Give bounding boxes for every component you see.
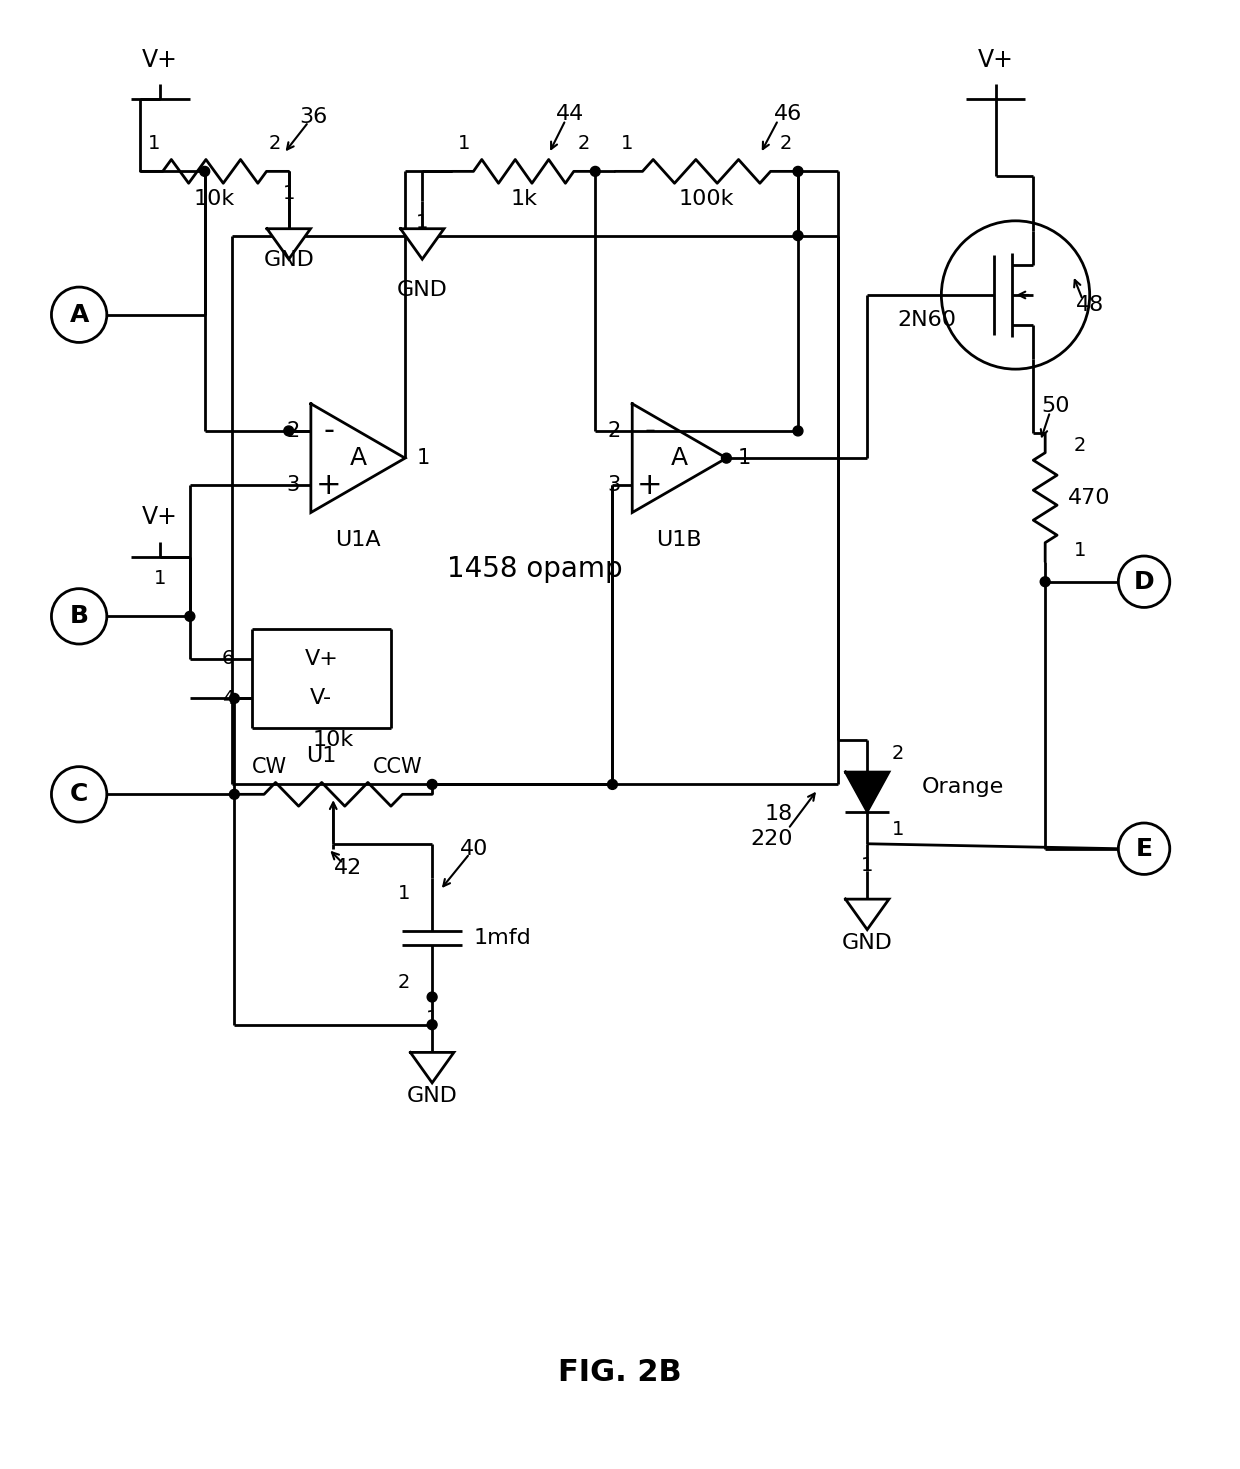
Text: 1: 1 [621, 134, 634, 153]
Text: 1: 1 [861, 856, 873, 876]
Text: V+: V+ [143, 505, 179, 529]
Text: 2: 2 [780, 134, 792, 153]
Text: U1A: U1A [335, 530, 381, 551]
Text: 50: 50 [1040, 395, 1069, 416]
Text: 1458 opamp: 1458 opamp [448, 555, 622, 583]
Circle shape [722, 454, 732, 463]
Text: 2N60: 2N60 [897, 310, 956, 329]
Text: +: + [637, 472, 663, 499]
Circle shape [428, 1019, 436, 1030]
Text: GND: GND [263, 250, 314, 270]
Text: 2: 2 [286, 422, 300, 441]
Circle shape [794, 166, 804, 176]
Text: 1mfd: 1mfd [474, 928, 532, 948]
Text: 1: 1 [398, 884, 410, 903]
Text: 3: 3 [608, 476, 621, 495]
Circle shape [185, 611, 195, 621]
Text: 1: 1 [148, 134, 160, 153]
Text: 3: 3 [286, 476, 300, 495]
Circle shape [284, 426, 294, 436]
Text: 42: 42 [334, 858, 362, 878]
Text: 46: 46 [774, 104, 802, 123]
Text: 36: 36 [299, 107, 327, 126]
Text: 18: 18 [765, 804, 794, 824]
Text: 1k: 1k [510, 190, 537, 209]
Text: 1: 1 [154, 570, 166, 588]
Circle shape [229, 693, 239, 704]
Text: 2: 2 [578, 134, 589, 153]
Text: 44: 44 [557, 104, 585, 123]
Polygon shape [410, 1052, 454, 1083]
Text: A: A [69, 303, 89, 326]
Text: 10k: 10k [193, 190, 236, 209]
Text: +: + [316, 472, 341, 499]
Circle shape [229, 789, 239, 799]
Text: 1: 1 [458, 134, 470, 153]
Text: 6: 6 [222, 649, 234, 668]
Circle shape [428, 780, 436, 789]
Text: -: - [645, 416, 656, 445]
Text: 4: 4 [222, 689, 234, 708]
Circle shape [590, 166, 600, 176]
Text: 1: 1 [427, 1009, 438, 1028]
Text: 1: 1 [417, 448, 429, 469]
Text: GND: GND [842, 933, 893, 952]
Text: 2: 2 [892, 745, 904, 764]
Polygon shape [401, 229, 444, 259]
Text: 2: 2 [608, 422, 621, 441]
Text: A: A [671, 447, 688, 470]
Text: FIG. 2B: FIG. 2B [558, 1359, 682, 1387]
Text: 40: 40 [460, 839, 487, 859]
Text: 2: 2 [269, 134, 281, 153]
Text: 1: 1 [892, 820, 904, 839]
Text: GND: GND [407, 1086, 458, 1106]
Circle shape [200, 166, 210, 176]
Text: C: C [69, 783, 88, 806]
Text: GND: GND [397, 281, 448, 300]
Text: -: - [324, 416, 334, 445]
Circle shape [794, 426, 804, 436]
Text: 1: 1 [738, 448, 751, 469]
Text: U1B: U1B [656, 530, 702, 551]
Text: Orange: Orange [921, 777, 1004, 796]
Text: 48: 48 [1075, 295, 1104, 314]
Text: 100k: 100k [678, 190, 734, 209]
Text: 1: 1 [283, 184, 295, 203]
Text: A: A [350, 447, 367, 470]
Text: 1: 1 [417, 213, 429, 232]
Text: V+: V+ [305, 649, 339, 668]
Text: 2: 2 [398, 972, 410, 992]
Text: B: B [69, 604, 88, 629]
Text: 1: 1 [1074, 541, 1086, 560]
Text: V-: V- [310, 689, 332, 708]
Circle shape [794, 231, 804, 241]
Circle shape [428, 992, 436, 1002]
Text: CW: CW [252, 757, 286, 777]
Text: CCW: CCW [373, 757, 423, 777]
Text: 470: 470 [1069, 488, 1111, 508]
Text: U1: U1 [306, 746, 336, 765]
Polygon shape [846, 899, 889, 930]
Text: E: E [1136, 837, 1152, 861]
Text: 220: 220 [750, 829, 794, 849]
Text: 10k: 10k [312, 730, 353, 751]
Circle shape [608, 780, 618, 789]
Circle shape [1040, 577, 1050, 586]
Polygon shape [267, 229, 310, 259]
Text: V+: V+ [143, 47, 179, 72]
Text: V+: V+ [978, 47, 1013, 72]
Text: D: D [1133, 570, 1154, 593]
Text: 2: 2 [1074, 436, 1086, 455]
Polygon shape [846, 773, 889, 812]
